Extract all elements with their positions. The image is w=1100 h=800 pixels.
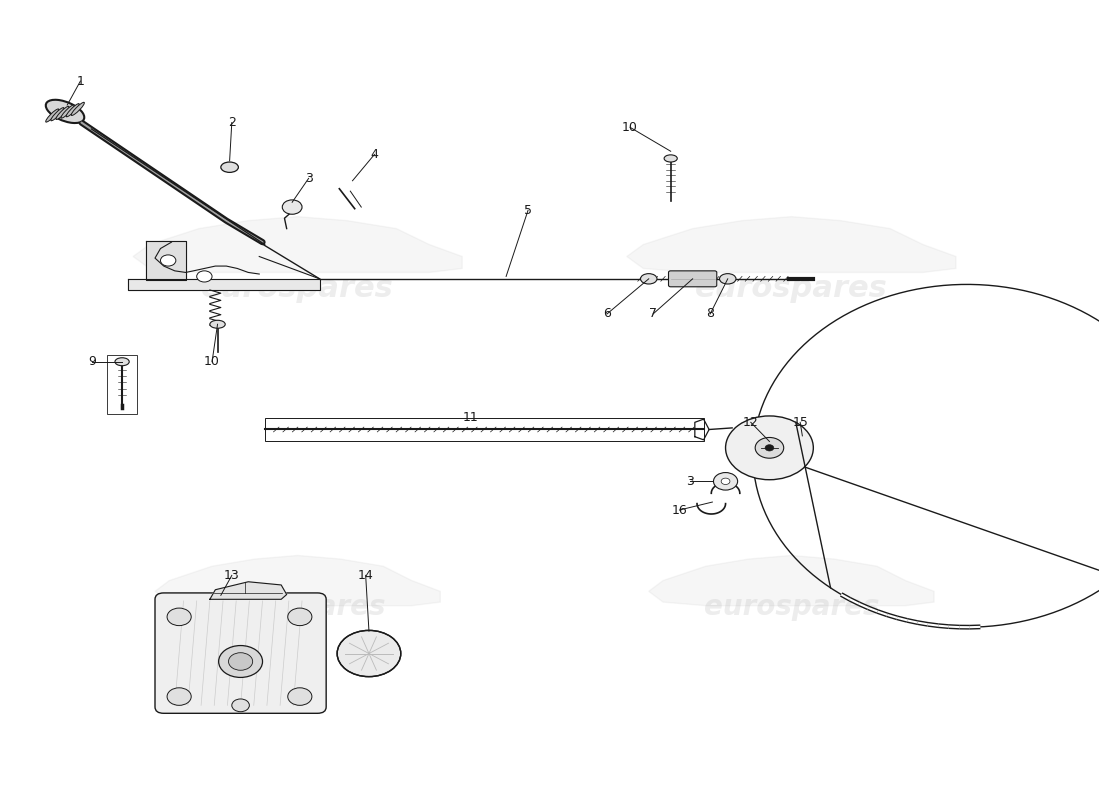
Ellipse shape: [719, 274, 736, 284]
Ellipse shape: [221, 162, 239, 172]
Polygon shape: [210, 582, 287, 599]
Polygon shape: [627, 217, 956, 273]
Polygon shape: [133, 217, 462, 273]
Ellipse shape: [337, 630, 400, 677]
Circle shape: [229, 653, 253, 670]
Text: 10: 10: [623, 121, 638, 134]
Ellipse shape: [56, 106, 69, 119]
Circle shape: [756, 438, 783, 458]
Bar: [265, 418, 704, 442]
Text: eurospares: eurospares: [704, 594, 879, 622]
Text: 3: 3: [305, 172, 312, 185]
Text: 3: 3: [686, 475, 694, 488]
Text: 4: 4: [371, 148, 378, 161]
Circle shape: [288, 608, 312, 626]
Circle shape: [167, 608, 191, 626]
Text: 5: 5: [524, 204, 532, 217]
Text: 9: 9: [88, 355, 97, 368]
Circle shape: [167, 688, 191, 706]
Circle shape: [722, 478, 730, 485]
Circle shape: [219, 646, 263, 678]
Ellipse shape: [60, 105, 74, 118]
Text: eurospares: eurospares: [201, 274, 394, 303]
Ellipse shape: [210, 320, 225, 328]
FancyBboxPatch shape: [669, 271, 717, 286]
Ellipse shape: [51, 108, 64, 121]
Bar: [107, 355, 138, 414]
Ellipse shape: [664, 155, 678, 162]
Ellipse shape: [46, 100, 85, 123]
Text: 13: 13: [224, 569, 240, 582]
Ellipse shape: [116, 358, 129, 366]
Text: 10: 10: [205, 355, 220, 368]
Text: 6: 6: [603, 307, 611, 321]
Text: 7: 7: [649, 307, 657, 321]
FancyBboxPatch shape: [155, 593, 327, 714]
Polygon shape: [128, 279, 320, 290]
Text: 12: 12: [742, 416, 759, 429]
Polygon shape: [146, 241, 186, 281]
Text: 2: 2: [228, 116, 235, 129]
Ellipse shape: [72, 102, 85, 115]
Circle shape: [714, 473, 738, 490]
Text: 1: 1: [77, 74, 85, 88]
Text: eurospares: eurospares: [695, 274, 888, 303]
Text: 8: 8: [706, 307, 714, 321]
Ellipse shape: [66, 104, 79, 117]
Ellipse shape: [46, 109, 58, 122]
Text: 14: 14: [358, 569, 374, 582]
Circle shape: [288, 688, 312, 706]
Circle shape: [161, 255, 176, 266]
Polygon shape: [155, 555, 440, 606]
Text: eurospares: eurospares: [210, 594, 385, 622]
Circle shape: [726, 416, 813, 480]
Polygon shape: [649, 555, 934, 606]
Circle shape: [232, 699, 250, 712]
Text: 15: 15: [792, 416, 808, 429]
Text: 11: 11: [463, 411, 478, 424]
Text: 16: 16: [672, 503, 688, 517]
Circle shape: [197, 271, 212, 282]
Circle shape: [766, 445, 773, 451]
Ellipse shape: [640, 274, 657, 284]
Circle shape: [283, 200, 302, 214]
